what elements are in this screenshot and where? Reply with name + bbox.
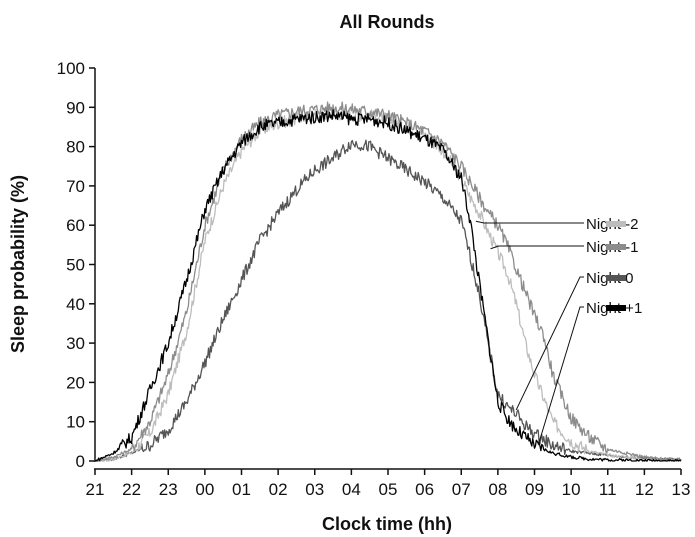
y-tick-label: 0 [76,452,85,471]
x-tick-label: 08 [488,480,507,499]
x-tick-label: 04 [342,480,361,499]
legend-leader-night-1 [537,306,584,446]
y-tick-label: 90 [66,98,85,117]
x-tick-label: 21 [86,480,105,499]
y-tick-label: 80 [66,138,85,157]
y-tick-label: 30 [66,334,85,353]
x-tick-label: 06 [415,480,434,499]
x-tick-label: 11 [599,480,617,499]
axes: 0 10 20 30 40 50 60 70 80 90 100 21 22 23 00 01 02 03 04 05… [57,59,691,499]
series-line-night-0 [94,139,682,462]
x-tick-label: 12 [635,480,654,499]
legend-leader-night-1 [490,245,584,250]
y-tick-label: 20 [66,373,85,392]
x-tick-label: 05 [379,480,398,499]
x-tick-label: 00 [195,480,214,499]
legend-leader-night-0 [515,276,584,411]
series-line-night-2 [94,107,682,462]
x-tick-label: 03 [305,480,324,499]
legend-leader-night-2 [475,220,584,224]
x-tick-label: 09 [525,480,544,499]
x-tick-label: 10 [562,480,581,499]
y-tick-label: 60 [66,216,85,235]
y-tick-label: 40 [66,295,85,314]
y-tick-label: 10 [66,413,85,432]
chart-title: All Rounds [340,12,435,32]
series-line-night-1 [94,101,682,462]
x-tick-label: 01 [232,480,251,499]
y-tick-label: 100 [57,59,85,78]
y-tick-label: 70 [66,177,85,196]
series-layer [94,101,682,462]
series-line-night-1 [94,109,682,462]
x-tick-label: 07 [452,480,471,499]
x-tick-label: 13 [672,480,691,499]
x-tick-label: 22 [122,480,141,499]
y-tick-label: 50 [66,256,85,275]
x-tick-label: 02 [269,480,288,499]
x-axis-title: Clock time (hh) [322,514,452,534]
x-tick-label: 23 [159,480,178,499]
y-axis-title: Sleep probability (%) [8,175,28,353]
